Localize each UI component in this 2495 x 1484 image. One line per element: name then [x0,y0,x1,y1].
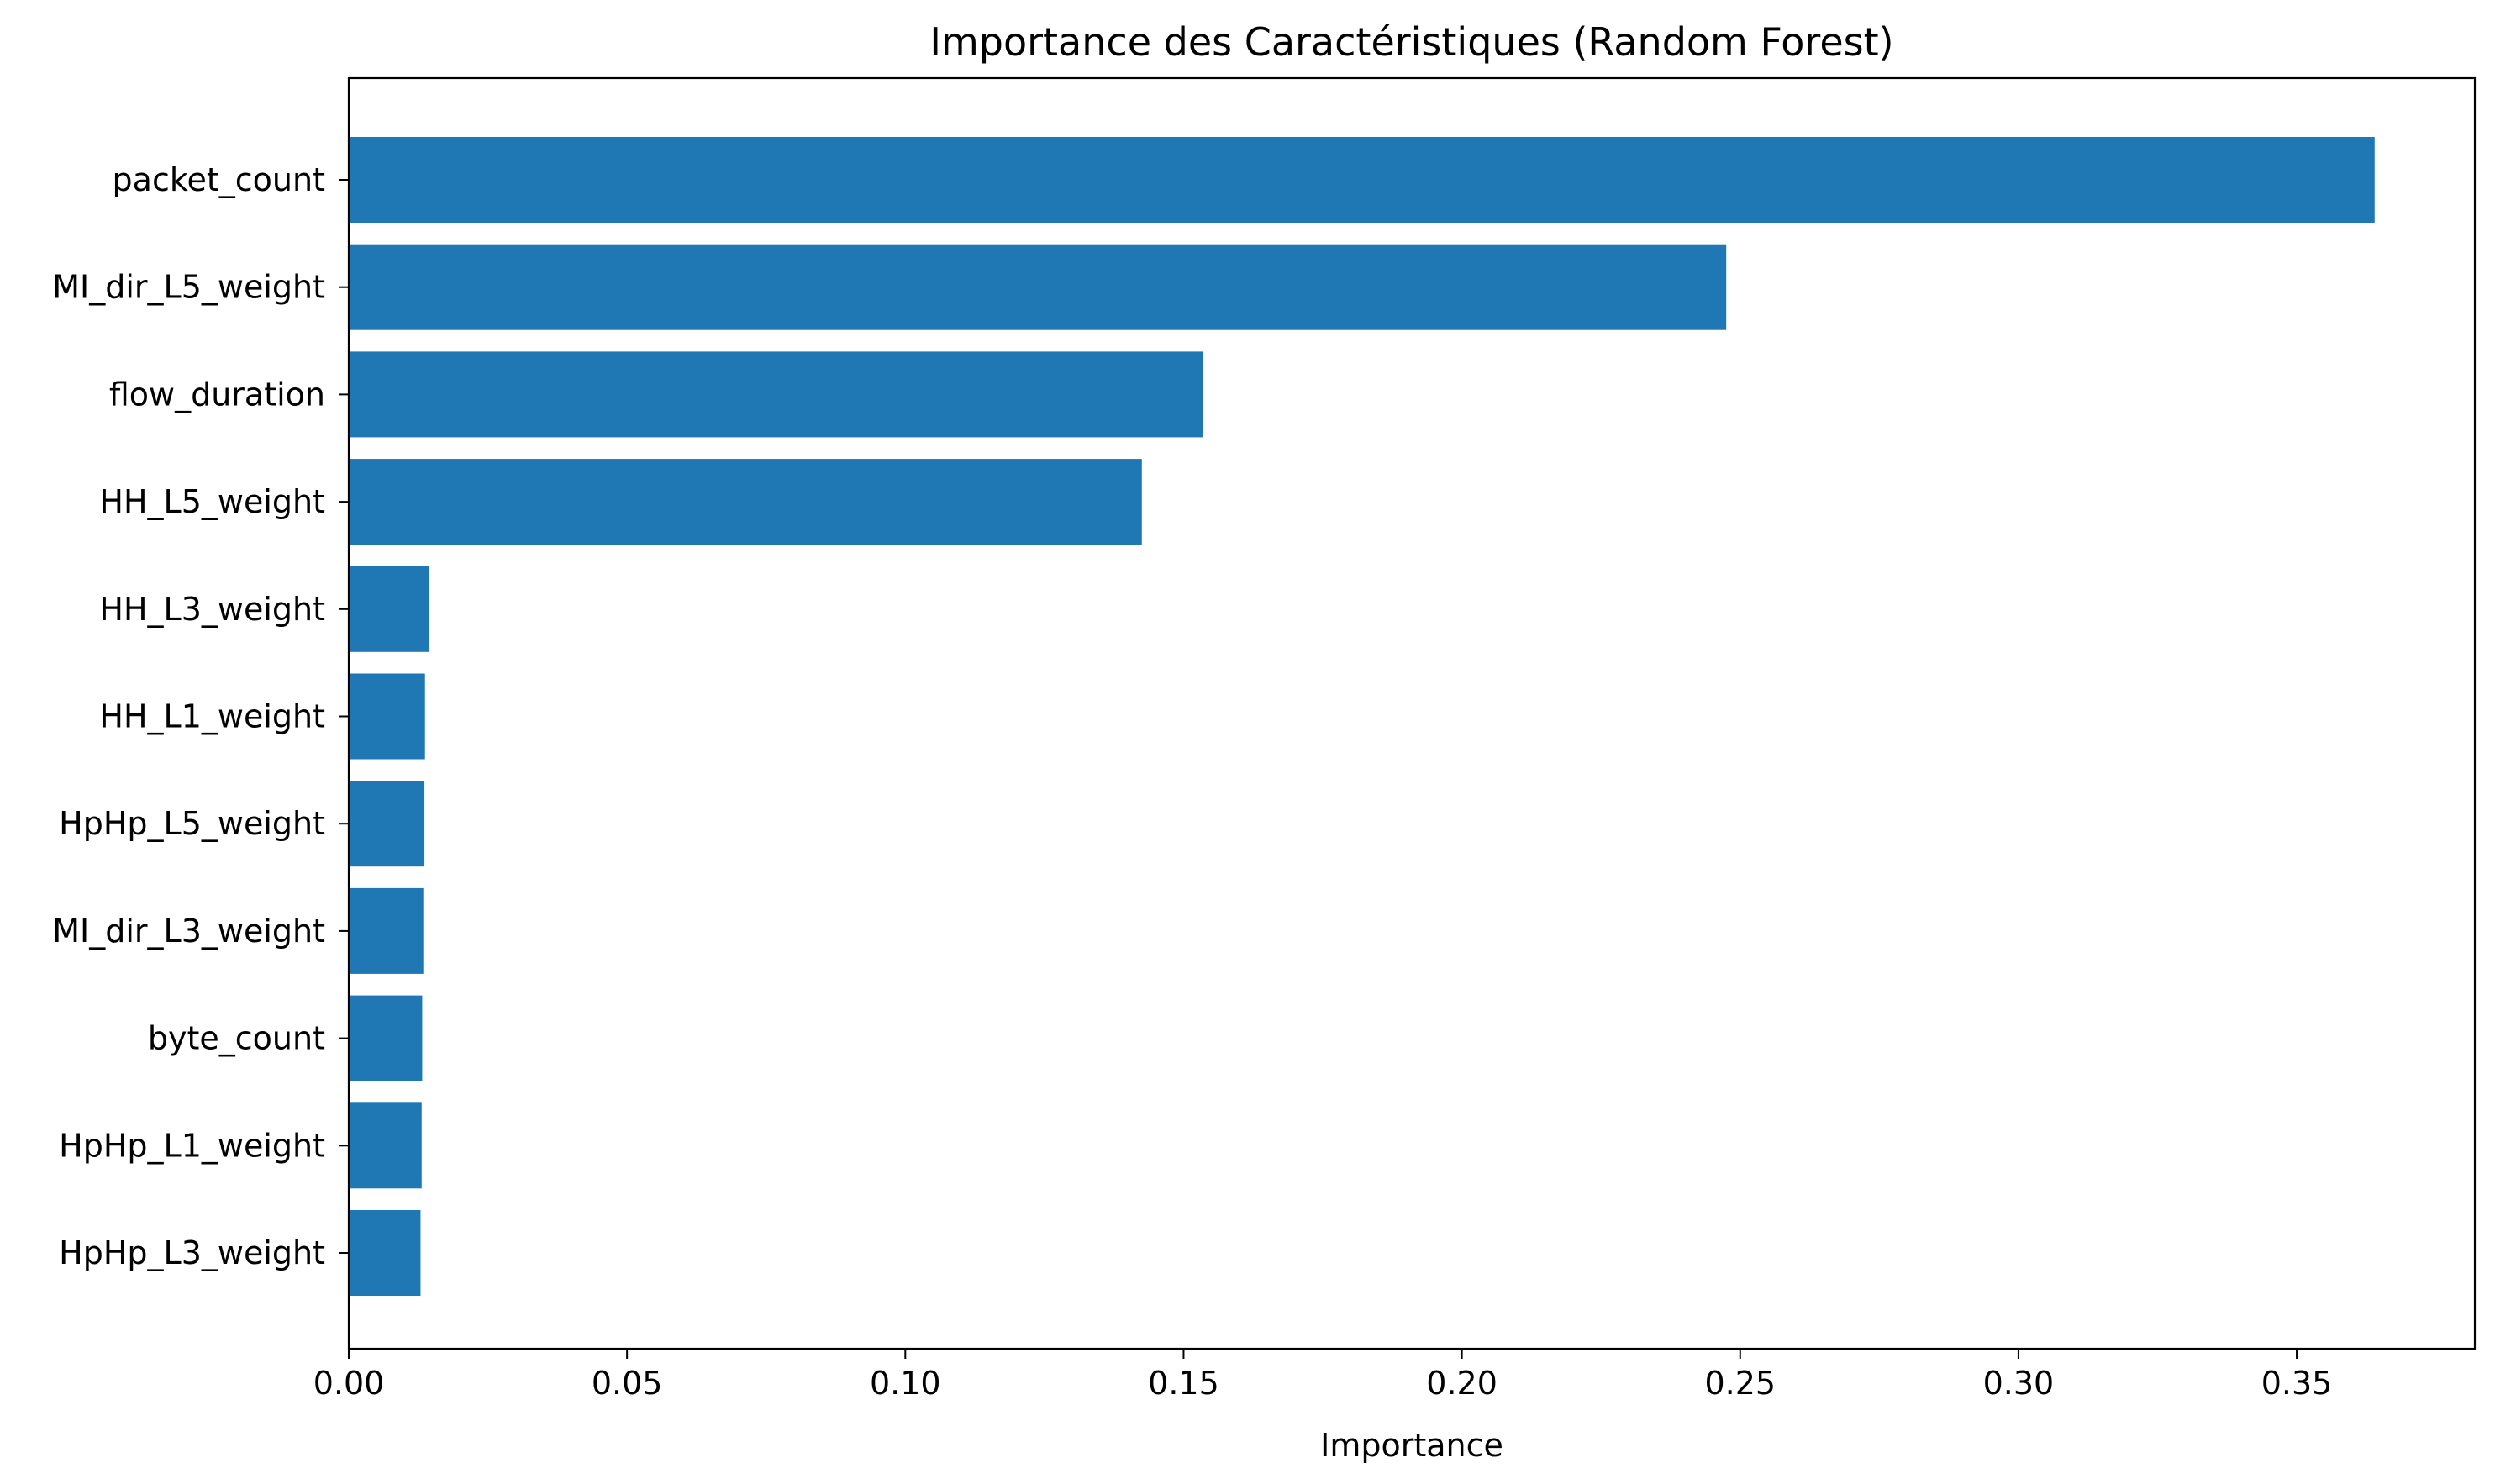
bar-hphp-l5-weight [349,781,425,867]
bar-mi-dir-l3-weight [349,887,424,974]
chart-title: Importance des Caractéristiques (Random … [929,19,1893,65]
x-tick-label: 0.15 [1148,1365,1219,1402]
x-axis-ticks: 0.00 0.05 0.10 0.15 0.20 0.25 0.30 0.35 [313,1349,2333,1402]
x-tick-label: 0.35 [2261,1365,2333,1402]
bar-hh-l1-weight [349,673,425,760]
y-tick-label-hh-l1-weight: HH_L1_weight [99,698,325,735]
y-tick-label-hphp-l1-weight: HpHp_L1_weight [59,1127,325,1164]
y-axis-ticks: packet_count MI_dir_L5_weight flow_duratio… [52,161,349,1271]
x-tick-label: 0.10 [870,1365,941,1402]
bar-hphp-l1-weight [349,1102,422,1189]
bar-mi-dir-l5-weight [349,244,1727,330]
y-tick-label-mi-dir-l5-weight: MI_dir_L5_weight [52,269,325,306]
bars-group [349,137,2375,1296]
y-tick-label-hh-l3-weight: HH_L3_weight [99,591,325,628]
y-tick-label-hphp-l3-weight: HpHp_L3_weight [59,1234,325,1271]
y-tick-label-packet-count: packet_count [113,161,325,198]
y-tick-label-byte-count: byte_count [148,1020,325,1057]
bar-hh-l3-weight [349,566,430,652]
bar-hphp-l3-weight [349,1210,421,1296]
bar-byte-count [349,995,423,1081]
x-axis-label: Importance [1320,1427,1503,1464]
x-tick-label: 0.30 [1983,1365,2055,1402]
x-tick-label: 0.25 [1704,1365,1776,1402]
y-tick-label-hh-l5-weight: HH_L5_weight [99,483,325,520]
x-tick-label: 0.00 [313,1365,385,1402]
bar-flow-duration [349,351,1203,438]
bar-hh-l5-weight [349,459,1142,545]
x-tick-label: 0.20 [1426,1365,1498,1402]
plot-frame [347,76,2477,1350]
y-tick-label-mi-dir-l3-weight: MI_dir_L3_weight [52,913,325,950]
bar-packet-count [349,137,2375,223]
y-tick-label-hphp-l5-weight: HpHp_L5_weight [59,805,325,842]
x-tick-label: 0.05 [592,1365,663,1402]
y-tick-label-flow-duration: flow_duration [109,376,325,413]
